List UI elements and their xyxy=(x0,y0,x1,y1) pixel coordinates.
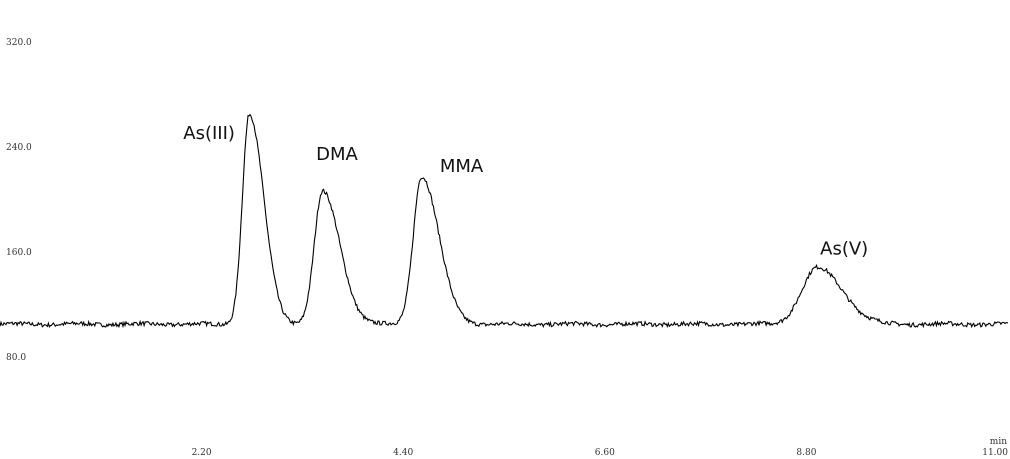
y-axis-ticks: 80.0 160.0 240.0 320.0 xyxy=(6,38,32,363)
y-tick-label: 320.0 xyxy=(6,38,32,48)
x-tick-label: 6.60 xyxy=(595,448,615,458)
x-axis-unit: min xyxy=(990,437,1007,447)
x-tick-label: 2.20 xyxy=(192,448,212,458)
x-tick-label: 4.40 xyxy=(393,448,413,458)
peak-label: DMA xyxy=(316,144,358,165)
peak-labels: As(III) DMA MMA As(V) xyxy=(183,123,868,260)
chromatogram-trace xyxy=(0,113,1009,329)
peak-label: MMA xyxy=(440,156,484,177)
y-tick-label: 160.0 xyxy=(6,248,32,258)
peak-label: As(V) xyxy=(820,239,868,260)
x-tick-label: 8.80 xyxy=(796,448,816,458)
y-tick-label: 240.0 xyxy=(6,143,32,153)
peak-label: As(III) xyxy=(183,123,235,144)
y-tick-label: 80.0 xyxy=(6,353,26,363)
x-tick-label: 11.00 xyxy=(982,448,1008,458)
x-axis-ticks: 2.20 4.40 6.60 8.80 11.00 xyxy=(192,448,1009,458)
